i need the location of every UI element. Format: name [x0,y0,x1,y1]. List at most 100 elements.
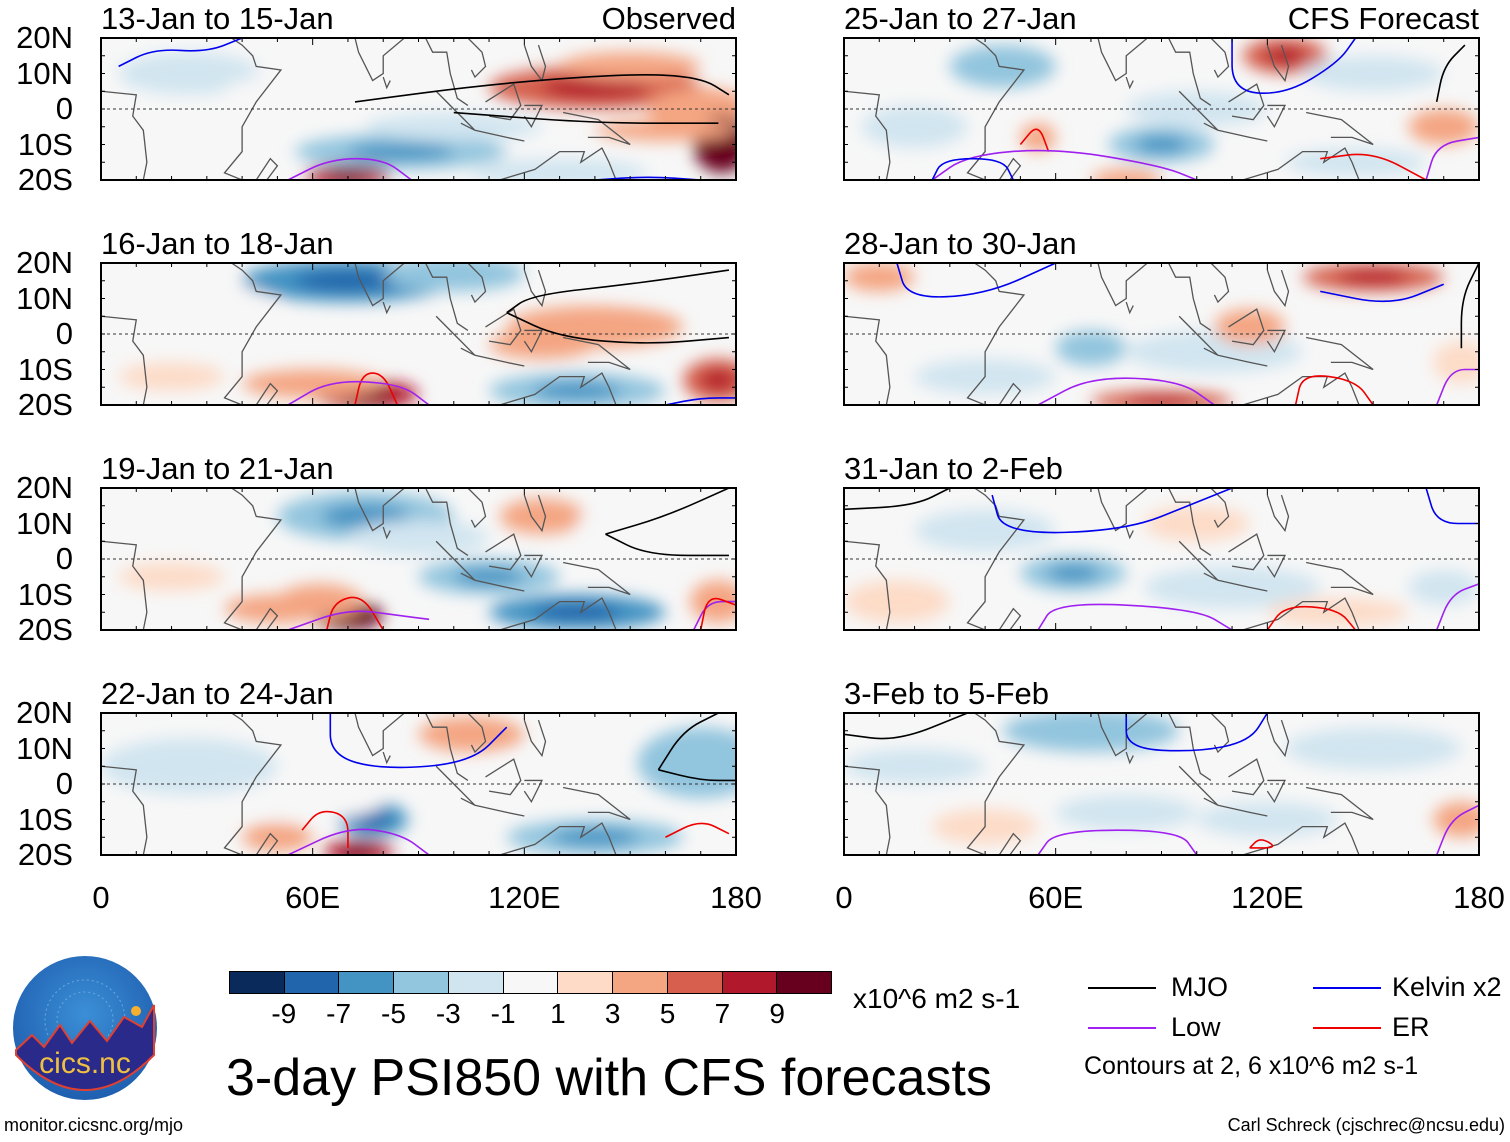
anomaly-core [1046,564,1100,583]
coastline [382,301,391,315]
coastline [223,488,283,630]
coastline [523,329,544,354]
coastline [1228,758,1265,796]
coastline [435,90,476,131]
panel-title: 3-Feb to 5-Feb [844,676,1050,711]
anomaly-blob [559,52,701,81]
coastline [424,713,469,781]
anomaly-blob [844,263,915,292]
lat-label: 10S [17,126,73,162]
anomaly-blob [118,562,225,591]
kelvin-contour [329,713,508,769]
footer-url[interactable]: monitor.cicsnc.org/mjo [4,1115,184,1135]
anomaly-core [453,567,525,586]
colorbar-tick: 5 [659,998,676,1029]
coastline [467,713,487,754]
footer-credit: Carl Schreck (cjschrec@ncsu.edu) [1227,1115,1505,1135]
anomaly-core [355,810,391,829]
er-contour [1320,153,1427,180]
colorbar-swatch [667,972,723,993]
anomaly-blob [690,580,736,623]
lon-label: 60E [285,880,341,915]
coastline [1167,488,1212,556]
anomaly-blob [118,362,225,391]
coastline [523,719,547,758]
low-contour [287,828,430,855]
coastline [1125,76,1134,90]
coastline [998,382,1022,405]
panel-title: 19-Jan to 21-Jan [101,451,334,486]
coastline [382,76,391,90]
kelvin-contour [1425,488,1479,525]
lon-label: 180 [710,880,762,915]
anomaly-blob [118,52,260,95]
logo-text: cics.nc [39,1047,131,1080]
coastline [311,38,406,82]
coastline [1266,329,1287,354]
legend-low-line [1088,1027,1156,1029]
panel-label: Observed [601,1,736,36]
contour-note: Contours at 2, 6 x10^6 m2 s-1 [1084,1052,1419,1080]
mjo-contour [844,488,951,511]
anomaly-core [326,171,370,180]
anomaly-blob [1433,341,1479,384]
coastline [1125,301,1134,315]
anomaly-core [1126,396,1197,405]
coastline [467,488,487,529]
coastline [1228,308,1265,346]
anomaly-core [533,603,622,622]
lat-label: 20N [16,20,73,55]
mjo-contour [844,713,968,740]
er-contour [1266,605,1357,630]
anomaly-blob [844,748,986,784]
coastline [844,765,891,855]
coastline [1054,713,1149,757]
er-contour [1249,839,1274,849]
er-contour [326,596,384,630]
anomaly-core [541,77,648,99]
coastline [223,263,283,405]
coastline [1266,719,1290,758]
anomaly-blob [489,330,595,359]
coastline [1266,44,1290,83]
coastline [998,607,1022,630]
coastline [499,372,617,405]
lat-label: 10N [16,730,73,766]
coastline [1306,786,1374,821]
coastline [467,263,487,304]
colorbar-swatch [448,972,504,993]
coastline [311,713,406,757]
coastline [1054,488,1149,532]
coastline [1125,526,1134,540]
coastline [1210,263,1230,304]
lat-label: 10N [16,55,73,91]
colorbar-swatch [613,972,668,993]
low-contour [931,149,1198,180]
colorbar-tick: -3 [435,998,461,1029]
coastline [485,308,522,346]
legend-er: ER [1392,1012,1430,1042]
coastline [1242,147,1360,180]
er-contour [301,810,349,848]
anomaly-core [1337,270,1409,285]
coastline [523,269,547,308]
coastline [435,540,476,581]
coastline [424,38,469,106]
lat-label: 20N [16,695,73,730]
er-contour [354,372,399,405]
lat-label: 20N [16,245,73,280]
coastline [499,822,617,855]
lon-label: 180 [1453,880,1505,915]
anomaly-blob [1302,55,1444,92]
colorbar-tick: -9 [271,998,297,1029]
lat-label: 0 [55,91,73,126]
low-contour [1037,603,1233,630]
coastline [1210,488,1230,529]
map-panel [843,487,1480,631]
coastline [1167,713,1212,781]
coastline [223,713,283,855]
legend-mjo: MJO [1171,972,1228,1002]
colorbar-swatch [284,972,340,993]
colorbar-swatch [394,972,449,993]
figure-title: 3-day PSI850 with CFS forecasts [226,1049,992,1107]
